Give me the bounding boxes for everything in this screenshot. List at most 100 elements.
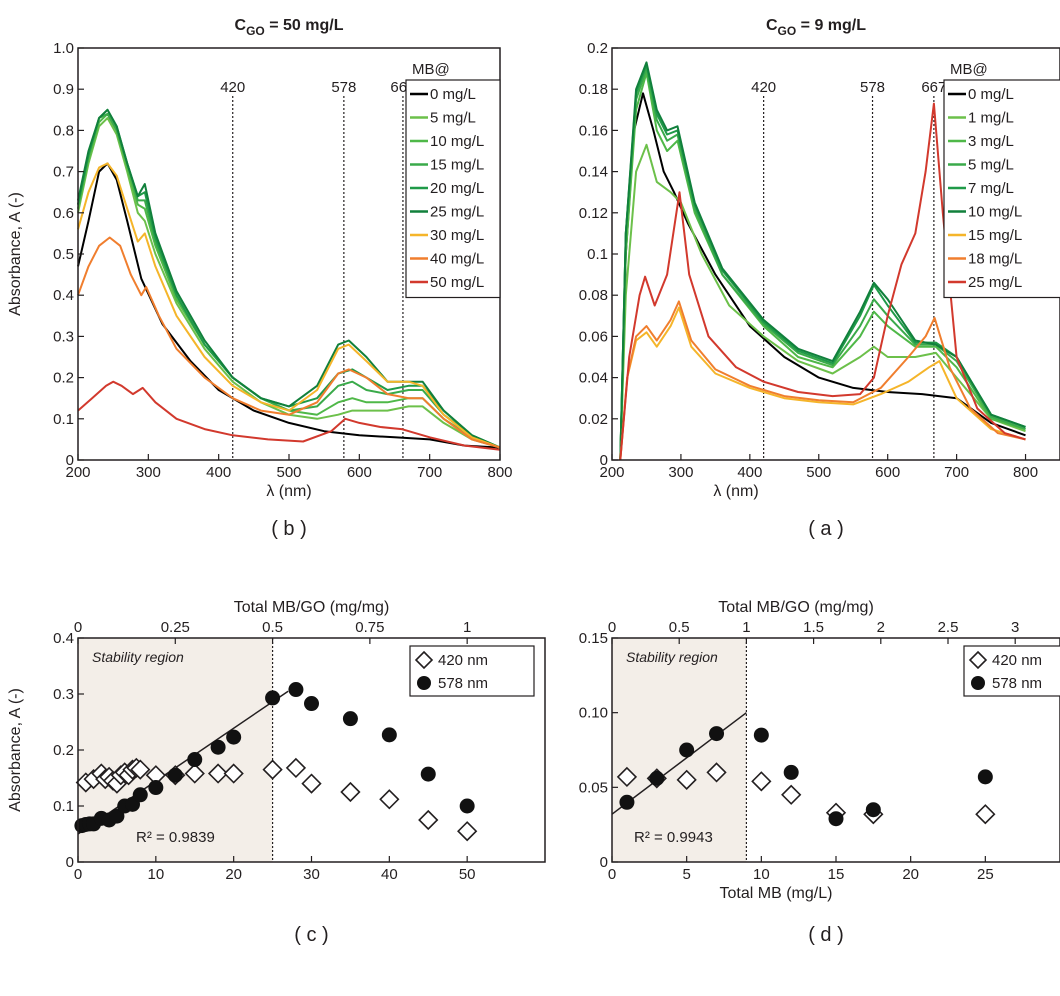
x-tick-label: 20 bbox=[225, 866, 242, 883]
x-axis-label: λ (nm) bbox=[266, 483, 311, 500]
reference-line-label: 667 bbox=[921, 79, 946, 96]
data-point-diamond bbox=[223, 763, 244, 784]
chart-title: CGO = 9 mg/L bbox=[766, 17, 866, 38]
data-point-circle bbox=[753, 727, 769, 743]
y-tick-label: 0.2 bbox=[587, 40, 608, 57]
x-tick-label: 400 bbox=[737, 464, 762, 481]
title-subscript: GO bbox=[778, 24, 797, 38]
y-tick-label: 0.08 bbox=[579, 287, 608, 304]
legend-entry: 15 mg/L bbox=[968, 227, 1022, 244]
chart-title: CGO = 50 mg/L bbox=[235, 17, 344, 38]
data-point-circle bbox=[288, 682, 304, 698]
x-tick-label: 500 bbox=[276, 464, 301, 481]
title-rest: = 50 mg/L bbox=[265, 17, 344, 34]
legend-entry: 50 mg/L bbox=[430, 274, 484, 291]
legend-entry: 10 mg/L bbox=[430, 133, 484, 150]
data-point-circle bbox=[148, 780, 164, 796]
legend-box bbox=[409, 645, 535, 697]
data-point-diamond bbox=[340, 781, 361, 803]
data-point-diamond bbox=[616, 766, 638, 788]
y-tick-label: 0 bbox=[66, 452, 74, 469]
data-point-circle bbox=[167, 767, 183, 783]
legend-entry: 7 mg/L bbox=[968, 180, 1014, 197]
legend-entry: 5 mg/L bbox=[968, 157, 1014, 174]
y-tick-label: 0.7 bbox=[53, 164, 74, 181]
legend: 420 nm 578 nm bbox=[409, 645, 535, 697]
panel-caption: ( a ) bbox=[808, 518, 844, 540]
r-squared-label: R² = 0.9839 bbox=[136, 829, 215, 846]
legend-entry: 578 nm bbox=[438, 675, 488, 692]
y-tick-label: 0.1 bbox=[53, 798, 74, 815]
y-tick-label: 0.9 bbox=[53, 81, 74, 98]
x-axis-label: λ (nm) bbox=[713, 483, 758, 500]
top-x-tick-label: 0.75 bbox=[355, 619, 384, 636]
series-line-1-mg-L bbox=[619, 143, 1026, 461]
y-tick-label: 0.1 bbox=[587, 246, 608, 263]
data-point-circle bbox=[265, 690, 281, 706]
legend-entry: 0 mg/L bbox=[968, 86, 1014, 103]
data-point-circle bbox=[187, 752, 203, 768]
top-x-tick-label: 0.5 bbox=[262, 619, 283, 636]
legend-marker-circle bbox=[971, 676, 985, 690]
x-tick-label: 20 bbox=[902, 866, 919, 883]
x-tick-label: 200 bbox=[599, 464, 624, 481]
legend-entry: 20 mg/L bbox=[430, 180, 484, 197]
x-tick-label: 10 bbox=[753, 866, 770, 883]
x-axis-label: Total MB (mg/L) bbox=[720, 885, 833, 902]
series-line-50-mg-L bbox=[77, 380, 501, 451]
top-x-tick-label: 0 bbox=[608, 619, 616, 636]
legend-entry: 18 mg/L bbox=[968, 251, 1022, 268]
data-point-diamond bbox=[207, 763, 229, 784]
x-tick-label: 600 bbox=[347, 464, 372, 481]
reference-line-label: 578 bbox=[860, 79, 885, 96]
x-tick-label: 30 bbox=[303, 866, 320, 883]
data-point-diamond bbox=[751, 771, 772, 792]
x-tick-label: 700 bbox=[944, 464, 969, 481]
legend-entry: 3 mg/L bbox=[968, 133, 1014, 150]
y-tick-label: 0.2 bbox=[53, 742, 74, 759]
chart-a: 420 578 667 200 300 400 500 600 700 800 0 0.02 0.04 0… bbox=[579, 17, 1060, 540]
title-rest: = 9 mg/L bbox=[796, 17, 866, 34]
top-x-tick-label: 3 bbox=[1011, 619, 1019, 636]
x-tick-label: 300 bbox=[668, 464, 693, 481]
top-x-tick-label: 2 bbox=[877, 619, 885, 636]
legend-entry: 420 nm bbox=[438, 652, 488, 669]
r-squared-label: R² = 0.9943 bbox=[634, 829, 713, 846]
x-tick-label: 5 bbox=[682, 866, 690, 883]
legend-entry: 1 mg/L bbox=[968, 110, 1014, 127]
series-line-30-mg-L bbox=[77, 162, 501, 449]
data-point-circle bbox=[783, 764, 799, 780]
legend-marker-diamond bbox=[414, 650, 434, 670]
y-tick-label: 0.8 bbox=[53, 122, 74, 139]
data-point-circle bbox=[679, 742, 695, 758]
data-point-circle bbox=[709, 726, 725, 742]
data-point-circle bbox=[649, 770, 665, 786]
x-tick-label: 0 bbox=[74, 866, 82, 883]
y-tick-label: 0.06 bbox=[579, 328, 608, 345]
data-point-diamond bbox=[262, 759, 283, 780]
legend-entry: 420 nm bbox=[992, 652, 1042, 669]
data-point-diamond bbox=[184, 763, 205, 784]
legend-entry: 25 mg/L bbox=[968, 274, 1022, 291]
data-point-diamond bbox=[301, 773, 322, 794]
y-tick-label: 0.3 bbox=[53, 328, 74, 345]
data-point-diamond bbox=[418, 809, 439, 831]
data-point-circle bbox=[828, 811, 844, 827]
legend-entry: 25 mg/L bbox=[430, 204, 484, 221]
series-line-40-mg-L bbox=[77, 236, 501, 449]
legend-entry: 0 mg/L bbox=[430, 86, 476, 103]
y-tick-label: 0.12 bbox=[579, 205, 608, 222]
data-point-diamond bbox=[781, 784, 802, 805]
data-point-circle bbox=[210, 739, 226, 755]
series-line-3-mg-L bbox=[619, 71, 1026, 461]
top-x-axis-label: Total MB/GO (mg/mg) bbox=[234, 599, 390, 616]
legend-entry: 30 mg/L bbox=[430, 227, 484, 244]
title-main: C bbox=[766, 17, 778, 34]
data-point-circle bbox=[342, 711, 358, 727]
legend: MB@ 0 mg/L 1 mg/L 3 mg/L 5 mg/L 7 mg/L 10 mg/L… bbox=[943, 61, 1060, 299]
y-tick-label: 0.18 bbox=[579, 81, 608, 98]
y-tick-label: 0.04 bbox=[579, 370, 608, 387]
